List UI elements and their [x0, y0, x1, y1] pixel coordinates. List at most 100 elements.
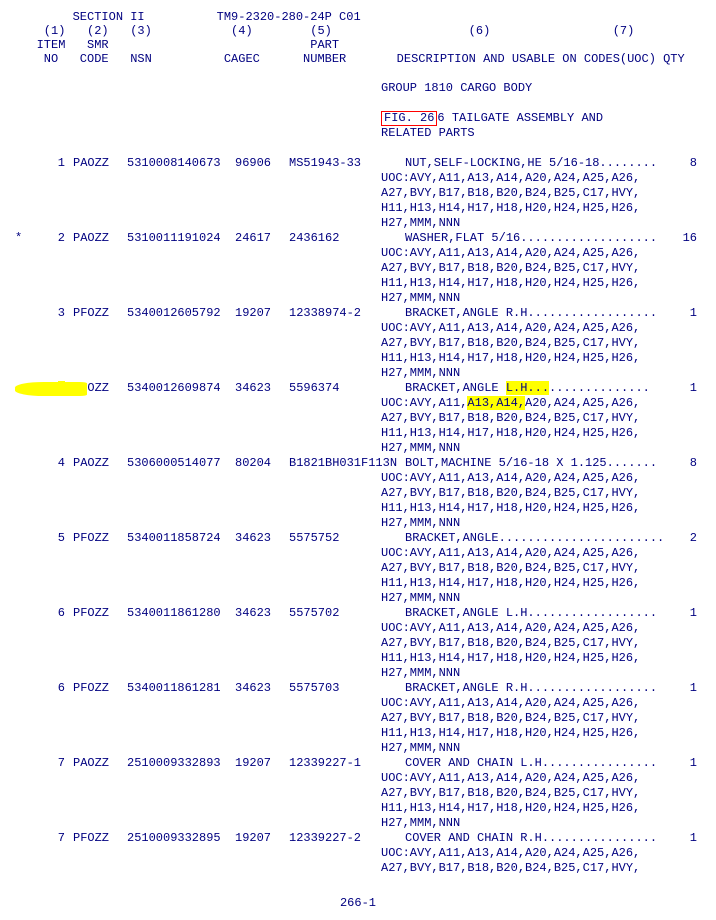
uoc-line: UOC:AVY,A11,A13,A14,A20,A24,A25,A26, [15, 846, 701, 861]
cagec: 80204 [235, 456, 281, 471]
smr-code: PFOZZ [73, 606, 119, 621]
nsn: 5340011858724 [127, 531, 227, 546]
uoc-line: A27,BVY,B17,B18,B20,B24,B25,C17,HVY, [15, 861, 701, 876]
uoc-line: A27,BVY,B17,B18,B20,B24,B25,C17,HVY, [15, 486, 701, 501]
item-no: 3 [35, 306, 65, 321]
uoc-line: H11,H13,H14,H17,H18,H20,H24,H25,H26, [15, 651, 701, 666]
part-number: B1821BH031F113N [289, 456, 405, 471]
uoc-line: H27,MMM,NNN [15, 666, 701, 681]
item-no: 5 [35, 531, 65, 546]
qty: 16 [673, 231, 697, 246]
uoc-line: H27,MMM,NNN [15, 591, 701, 606]
change-indicator: * [15, 231, 35, 246]
description: BOLT,MACHINE 5/16-18 X 1.125....... [405, 456, 673, 471]
qty: 1 [673, 831, 697, 846]
description: COVER AND CHAIN L.H................ [405, 756, 673, 771]
table-row: 7PFOZZ25100093328951920712339227-2COVER … [15, 831, 701, 846]
table-row: 5PFOZZ5340011858724346235575752BRACKET,A… [15, 531, 701, 546]
uoc-line: A27,BVY,B17,B18,B20,B24,B25,C17,HVY, [15, 336, 701, 351]
qty: 8 [673, 156, 697, 171]
part-number: 2436162 [289, 231, 405, 246]
nsn: 5310008140673 [127, 156, 227, 171]
table-row: 6PFOZZ5340011861281346235575703BRACKET,A… [15, 681, 701, 696]
part-number: 5575752 [289, 531, 405, 546]
part-number: 5575702 [289, 606, 405, 621]
qty: 2 [673, 531, 697, 546]
qty: 1 [673, 306, 697, 321]
table-row: 3PFOZZ5340012609874346235596374BRACKET,A… [15, 381, 701, 396]
cagec: 34623 [235, 531, 281, 546]
cagec: 24617 [235, 231, 281, 246]
uoc-line: H27,MMM,NNN [15, 741, 701, 756]
uoc-line: UOC:AVY,A11,A13,A14,A20,A24,A25,A26, [15, 171, 701, 186]
uoc-line: H27,MMM,NNN [15, 441, 701, 456]
nsn: 5340011861280 [127, 606, 227, 621]
nsn: 5306000514077 [127, 456, 227, 471]
cagec: 19207 [235, 756, 281, 771]
description: BRACKET,ANGLE R.H.................. [405, 681, 673, 696]
part-number: 12339227-1 [289, 756, 405, 771]
uoc-line: UOC:AVY,A11,A13,A14,A20,A24,A25,A26, [15, 771, 701, 786]
uoc-line: UOC:AVY,A11,A13,A14,A20,A24,A25,A26, [15, 321, 701, 336]
description: WASHER,FLAT 5/16................... [405, 231, 673, 246]
figure-title: 6 TAILGATE ASSEMBLY AND [437, 111, 603, 125]
item-no: 4 [35, 456, 65, 471]
item-no: 1 [35, 156, 65, 171]
uoc-line: A27,BVY,B17,B18,B20,B24,B25,C17,HVY, [15, 186, 701, 201]
smr-code: PAOZZ [73, 231, 119, 246]
nsn: 2510009332895 [127, 831, 227, 846]
smr-code: PAOZZ [73, 456, 119, 471]
smr-code: PFOZZ [73, 831, 119, 846]
cagec: 34623 [235, 606, 281, 621]
uoc-line: H11,H13,H14,H17,H18,H20,H24,H25,H26, [15, 726, 701, 741]
uoc-line: H11,H13,H14,H17,H18,H20,H24,H25,H26, [15, 426, 701, 441]
uoc-line: A27,BVY,B17,B18,B20,B24,B25,C17,HVY, [15, 411, 701, 426]
part-number: 5596374 [289, 381, 405, 396]
qty: 1 [673, 606, 697, 621]
page-number: 266-1 [15, 896, 701, 910]
highlight-marker [15, 382, 87, 396]
part-number: 12338974-2 [289, 306, 405, 321]
uoc-line: UOC:AVY,A11,A13,A14,A20,A24,A25,A26, [15, 396, 701, 411]
smr-code: PFOZZ [73, 306, 119, 321]
group-title: GROUP 1810 CARGO BODY [381, 81, 532, 95]
header-line-2: (1) (2) (3) (4) (5) (6) (7) [15, 24, 701, 38]
uoc-line: A27,BVY,B17,B18,B20,B24,B25,C17,HVY, [15, 261, 701, 276]
uoc-line: H27,MMM,NNN [15, 291, 701, 306]
nsn: 5340011861281 [127, 681, 227, 696]
nsn: 5310011191024 [127, 231, 227, 246]
qty: 1 [673, 756, 697, 771]
description: BRACKET,ANGLE L.H................. [405, 381, 673, 396]
table-row: 6PFOZZ5340011861280346235575702BRACKET,A… [15, 606, 701, 621]
uoc-line: A27,BVY,B17,B18,B20,B24,B25,C17,HVY, [15, 711, 701, 726]
nsn: 5340012605792 [127, 306, 227, 321]
uoc-line: H11,H13,H14,H17,H18,H20,H24,H25,H26, [15, 576, 701, 591]
part-number: 12339227-2 [289, 831, 405, 846]
cagec: 96906 [235, 156, 281, 171]
table-row: 1PAOZZ531000814067396906MS51943-33NUT,SE… [15, 156, 701, 171]
uoc-line: UOC:AVY,A11,A13,A14,A20,A24,A25,A26, [15, 696, 701, 711]
item-no: 7 [35, 756, 65, 771]
figure-reference: FIG. 26 [381, 111, 437, 126]
uoc-line: UOC:AVY,A11,A13,A14,A20,A24,A25,A26, [15, 546, 701, 561]
smr-code: PFOZZ [73, 681, 119, 696]
uoc-line: A27,BVY,B17,B18,B20,B24,B25,C17,HVY, [15, 786, 701, 801]
header-line-4: NO CODE NSN CAGEC NUMBER DESCRIPTION AND… [15, 52, 701, 66]
uoc-line: H11,H13,H14,H17,H18,H20,H24,H25,H26, [15, 801, 701, 816]
smr-code: PAOZZ [73, 156, 119, 171]
cagec: 34623 [235, 381, 281, 396]
qty: 1 [673, 381, 697, 396]
qty: 1 [673, 681, 697, 696]
uoc-line: H11,H13,H14,H17,H18,H20,H24,H25,H26, [15, 501, 701, 516]
parts-table: 1PAOZZ531000814067396906MS51943-33NUT,SE… [15, 156, 701, 876]
description: BRACKET,ANGLE L.H.................. [405, 606, 673, 621]
header-block: SECTION II TM9-2320-280-24P C01 (1) (2) … [15, 10, 701, 66]
table-row: *2PAOZZ5310011191024246172436162WASHER,F… [15, 231, 701, 246]
cagec: 19207 [235, 306, 281, 321]
figure-title-cont: RELATED PARTS [381, 126, 475, 140]
uoc-line: H11,H13,H14,H17,H18,H20,H24,H25,H26, [15, 351, 701, 366]
item-no: 6 [35, 681, 65, 696]
uoc-line: H27,MMM,NNN [15, 816, 701, 831]
smr-code: PAOZZ [73, 756, 119, 771]
description: BRACKET,ANGLE R.H.................. [405, 306, 673, 321]
